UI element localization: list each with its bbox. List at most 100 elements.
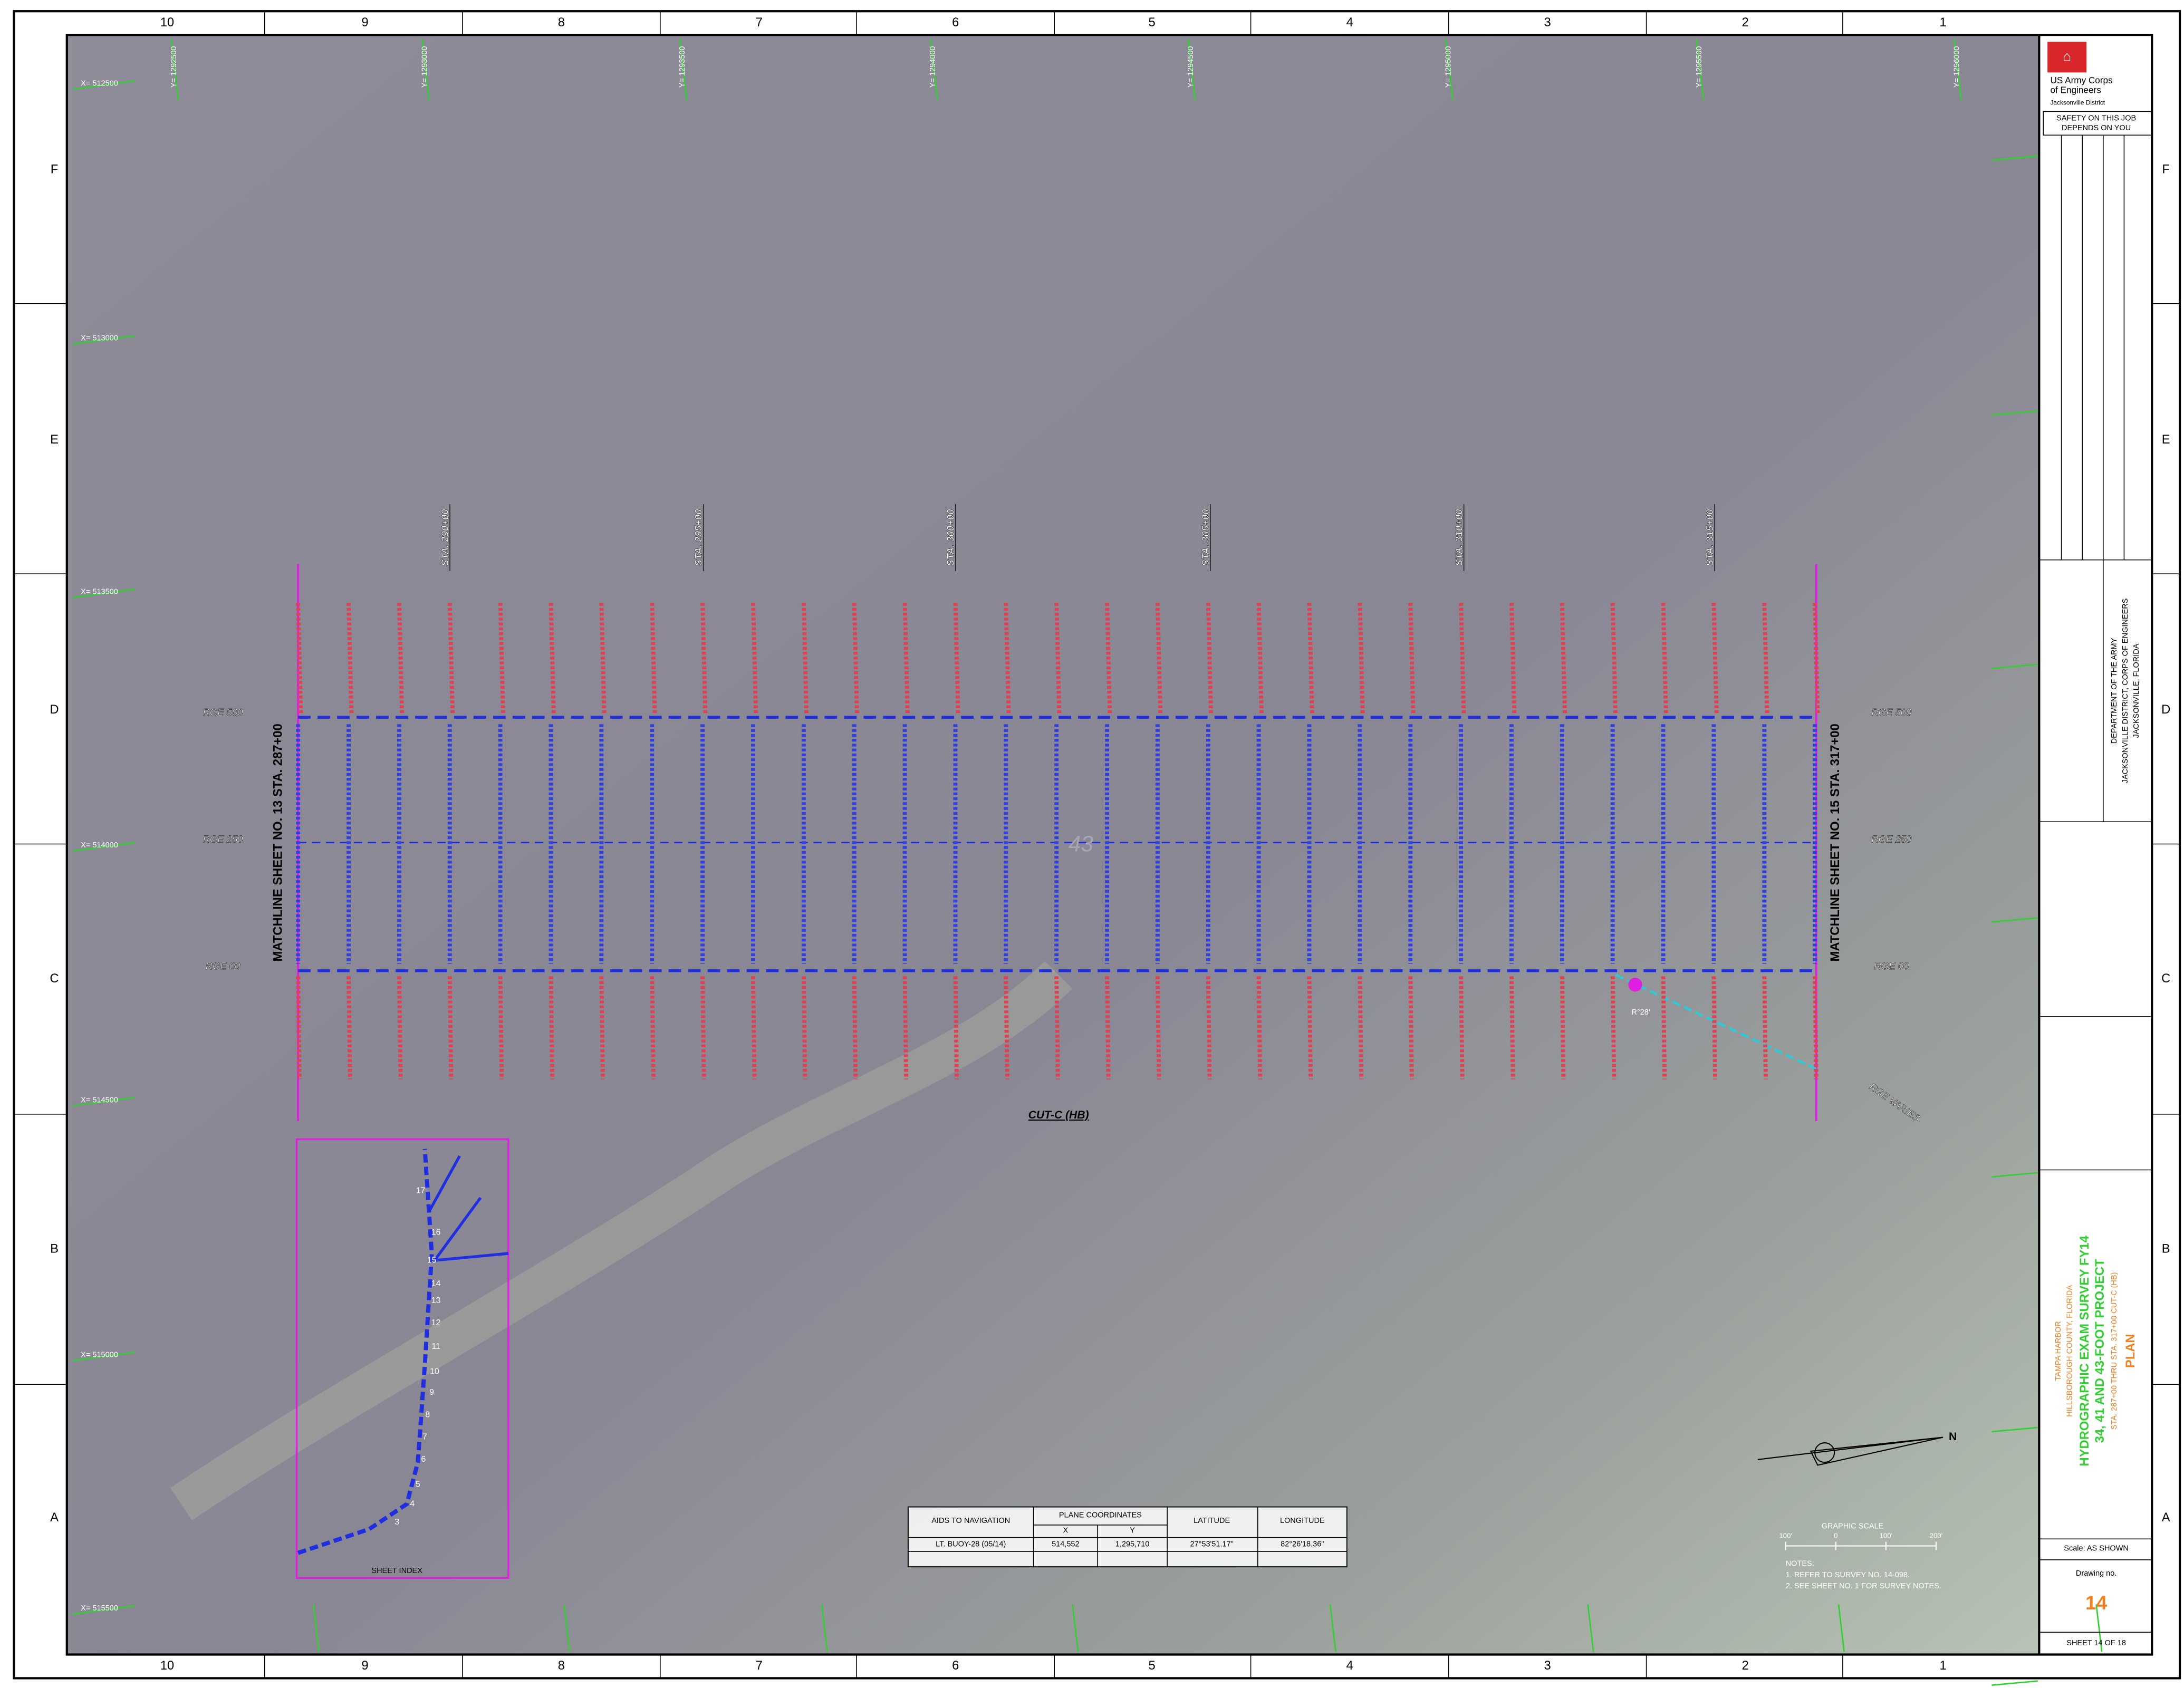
coordinate-tick xyxy=(1991,155,2038,161)
buoy xyxy=(1628,978,1642,992)
range-label: RGE 500 xyxy=(203,707,244,718)
sounding-column xyxy=(549,976,555,1079)
coordinate-tick xyxy=(1587,1604,1594,1652)
column-label: 7 xyxy=(756,1658,763,1673)
table-subheader: X xyxy=(1063,1526,1068,1535)
sheet-index: SHEET INDEX 17 16 15 14 13 12 11 10 9 8 7 6 5 4 3 xyxy=(295,1138,509,1579)
sounding-column xyxy=(1408,603,1416,713)
north-label: N xyxy=(1949,1431,1957,1443)
department: JACKSONVILLE DISTRICT, CORPS OF ENGINEER… xyxy=(2121,598,2130,783)
coordinate-tick xyxy=(1329,1604,1336,1652)
column-label: 1 xyxy=(1940,15,1947,30)
sounding-column xyxy=(953,976,959,1079)
table-cell: LT. BUOY-28 (05/14) xyxy=(936,1540,1006,1549)
sounding-column xyxy=(397,603,405,713)
sounding-column xyxy=(498,603,505,713)
sounding-column xyxy=(1661,976,1667,1079)
sheet-index-frame xyxy=(295,1138,509,1579)
department: DEPARTMENT OF THE ARMY xyxy=(2110,638,2119,744)
coordinate-tick xyxy=(72,335,136,345)
sounding-column xyxy=(1004,976,1009,1079)
coordinate-tick xyxy=(72,1352,136,1362)
table-cell: 27°53'51.17" xyxy=(1190,1540,1233,1549)
row-label: D xyxy=(2161,702,2170,717)
sounding-column xyxy=(1762,976,1768,1079)
sounding-column xyxy=(751,603,758,713)
sounding-column xyxy=(700,603,708,713)
sounding-column xyxy=(1307,603,1314,713)
sounding-column xyxy=(1610,976,1617,1079)
sounding-column xyxy=(902,603,910,713)
outer-border xyxy=(13,10,2181,1680)
sounding-column xyxy=(1155,976,1161,1079)
sounding-column xyxy=(1509,603,1517,713)
northing-label: Y= 1295000 xyxy=(1444,46,1452,88)
sounding-column xyxy=(1358,603,1365,713)
scale-bar xyxy=(1785,1541,1937,1550)
range-label: RGE 250 xyxy=(1871,833,1912,844)
table-header: AIDS TO NAVIGATION xyxy=(931,1517,1010,1525)
northing-label: Y= 1295500 xyxy=(1695,46,1704,88)
usace-logo xyxy=(2047,42,2087,73)
column-label: 4 xyxy=(1346,15,1353,30)
column-label: 5 xyxy=(1148,1658,1155,1673)
scale-label: 100' xyxy=(1880,1532,1893,1540)
sounding-column xyxy=(852,976,858,1079)
sheet-index-number: 17 xyxy=(416,1186,426,1195)
table-header: LONGITUDE xyxy=(1280,1517,1325,1525)
notes-title: NOTES: xyxy=(1786,1560,1814,1568)
row-label: A xyxy=(50,1510,59,1525)
sounding-column xyxy=(1459,603,1466,713)
sounding-column xyxy=(1256,976,1263,1079)
station-label: STA. 310+00 xyxy=(1454,509,1465,566)
sounding-column xyxy=(1206,976,1212,1079)
sounding-column xyxy=(1509,976,1515,1079)
sheet-index-number: 9 xyxy=(429,1388,434,1397)
coordinate-tick xyxy=(1991,410,2038,416)
sounding-column xyxy=(1762,603,1769,713)
project: TAMPA HARBOR xyxy=(2054,1321,2063,1381)
range-label: RGE 250 xyxy=(203,833,244,844)
sounding-column xyxy=(650,976,656,1079)
notes: NOTES: 1. REFER TO SURVEY NO. 14-098. 2.… xyxy=(1786,1560,1941,1590)
easting-label: X= 513500 xyxy=(81,587,118,596)
coordinate-tick xyxy=(1696,38,1705,101)
sounding-column xyxy=(1054,603,1062,713)
agency: Jacksonville District xyxy=(2050,99,2105,107)
table-subheader: Y xyxy=(1130,1526,1135,1535)
sounding-column xyxy=(1155,603,1163,713)
table-cell: 514,552 xyxy=(1052,1540,1079,1549)
note: 1. REFER TO SURVEY NO. 14-098. xyxy=(1786,1571,1910,1579)
northing-label: Y= 1293500 xyxy=(678,46,687,88)
sounding-column xyxy=(700,976,706,1079)
easting-label: X= 515000 xyxy=(81,1351,118,1359)
sheet-index-number: 3 xyxy=(395,1518,399,1527)
sounding-column xyxy=(1813,603,1820,713)
sounding-column xyxy=(1307,976,1313,1079)
sounding-column xyxy=(347,976,352,1079)
scale-label: 0 xyxy=(1834,1532,1837,1540)
coordinate-tick xyxy=(929,38,938,101)
table-cell: 1,295,710 xyxy=(1115,1540,1150,1549)
project: STA. 287+00 THRU STA. 317+00 CUT-C (HB) xyxy=(2110,1272,2119,1430)
sounding-column xyxy=(397,976,403,1079)
sounding-column xyxy=(953,603,960,713)
row-label: C xyxy=(2161,971,2170,986)
sounding-column xyxy=(549,603,556,713)
row-label: F xyxy=(51,162,59,177)
sheet-index-number: 8 xyxy=(425,1410,430,1419)
row-label: B xyxy=(50,1241,59,1256)
sounding-column xyxy=(751,976,757,1079)
coordinate-tick xyxy=(72,80,136,90)
northing-label: Y= 1292500 xyxy=(170,46,178,88)
shoal xyxy=(170,961,1073,1521)
sounding-column xyxy=(1711,603,1719,713)
sounding-column xyxy=(902,976,909,1079)
sheet-index-number: 11 xyxy=(431,1342,440,1351)
column-label: 4 xyxy=(1346,1658,1353,1673)
column-label: 3 xyxy=(1544,1658,1551,1673)
matchline-label: MATCHLINE SHEET NO. 13 STA. 287+00 xyxy=(271,724,285,961)
sounding-column xyxy=(1610,603,1618,713)
north-arrow-circle xyxy=(1814,1442,1835,1463)
